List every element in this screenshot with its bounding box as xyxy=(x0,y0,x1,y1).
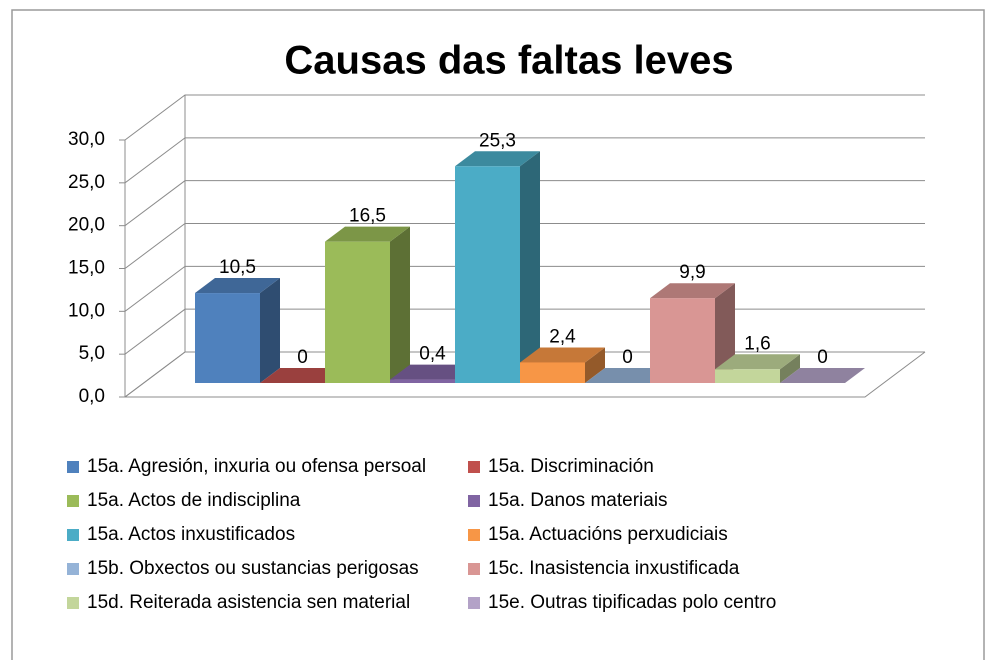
data-label: 16,5 xyxy=(349,206,386,227)
data-label: 10,5 xyxy=(219,257,256,278)
y-tick-label: 25,0 xyxy=(68,172,105,193)
legend-label: 15a. Danos materiais xyxy=(488,490,668,511)
legend-label: 15d. Reiterada asistencia sen material xyxy=(87,592,410,613)
legend-label: 15b. Obxectos ou sustancias perigosas xyxy=(87,558,419,579)
legend-label: 15a. Actos inxustificados xyxy=(87,524,295,545)
bar-top xyxy=(325,226,410,242)
bar xyxy=(650,298,715,383)
y-tick-label: 15,0 xyxy=(68,258,105,279)
data-label: 0 xyxy=(297,347,308,368)
bar-top xyxy=(390,364,475,380)
y-tick-label: 30,0 xyxy=(68,129,105,150)
bar-top xyxy=(585,368,670,383)
legend-swatch xyxy=(468,563,480,575)
legend-swatch xyxy=(67,495,79,507)
bar xyxy=(520,362,585,383)
bar xyxy=(715,369,780,383)
bar xyxy=(195,293,260,383)
bar xyxy=(390,379,455,383)
legend-label: 15c. Inasistencia inxustificada xyxy=(488,558,740,579)
legend-label: 15e. Outras tipificadas polo centro xyxy=(488,592,776,613)
grid-line xyxy=(124,137,925,184)
floor xyxy=(125,351,926,398)
grid-line xyxy=(124,94,925,141)
legend-swatch xyxy=(67,529,79,541)
bar-side xyxy=(520,151,540,383)
bar-top xyxy=(780,368,865,383)
legend-swatch xyxy=(67,563,79,575)
legend-swatch xyxy=(468,461,480,473)
legend-swatch xyxy=(67,461,79,473)
legend-label: 15a. Actos de indisciplina xyxy=(87,490,301,511)
legend-label: 15a. Discriminación xyxy=(488,456,654,477)
legend-swatch xyxy=(67,597,79,609)
data-label: 2,4 xyxy=(549,326,576,347)
data-label: 9,9 xyxy=(679,262,705,283)
legend-label: 15a. Actuacións perxudiciais xyxy=(488,524,728,545)
bar xyxy=(325,241,390,383)
data-label: 0 xyxy=(622,347,633,368)
chart-title: Causas das faltas leves xyxy=(284,39,733,83)
y-tick-label: 10,0 xyxy=(68,300,105,321)
bar-top xyxy=(455,151,540,167)
bar-side xyxy=(390,226,410,383)
data-label: 0,4 xyxy=(419,344,446,365)
bar-top xyxy=(520,347,605,363)
data-label: 1,6 xyxy=(744,333,770,354)
y-tick-label: 20,0 xyxy=(68,215,105,236)
grid-line xyxy=(124,180,925,227)
bar-top xyxy=(715,354,800,370)
data-label: 25,3 xyxy=(479,130,516,151)
y-tick-label: 0,0 xyxy=(79,386,105,407)
legend-swatch xyxy=(468,529,480,541)
grid-line xyxy=(124,223,925,269)
grid-line xyxy=(124,265,925,312)
bar xyxy=(455,166,520,383)
y-tick-label: 5,0 xyxy=(79,343,105,364)
bar-top xyxy=(195,278,280,294)
bar-top xyxy=(260,368,345,383)
bar-side xyxy=(780,354,800,383)
bar-side xyxy=(260,278,280,383)
legend-label: 15a. Agresión, inxuria ou ofensa persoal xyxy=(87,456,426,477)
legend-swatch xyxy=(468,597,480,609)
data-label: 0 xyxy=(817,347,828,368)
legend-swatch xyxy=(468,495,480,507)
bar-top xyxy=(650,283,735,299)
bar-side xyxy=(585,347,605,383)
